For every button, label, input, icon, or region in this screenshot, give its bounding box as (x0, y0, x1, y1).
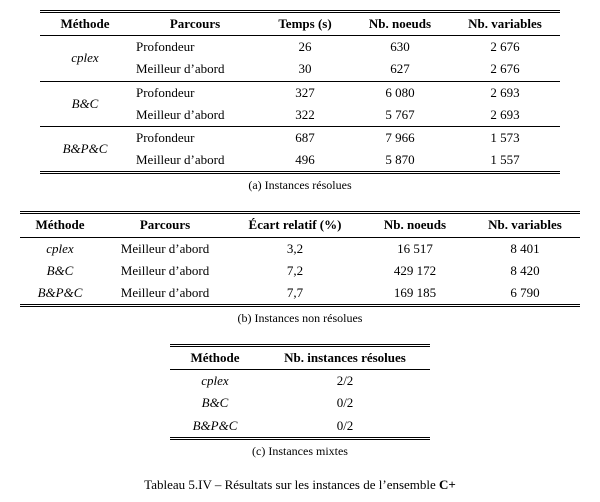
col-header: Méthode (40, 12, 130, 36)
final-caption-text: Tableau 5.IV – Résultats sur les instanc… (144, 477, 439, 492)
method-cell: B&C (170, 392, 260, 414)
col-header: Nb. variables (470, 213, 580, 237)
value-cell: 7,2 (230, 260, 360, 282)
method-cell: cplex (20, 237, 100, 260)
col-header: Nb. variables (450, 12, 560, 36)
method-cell: B&C (20, 260, 100, 282)
value-cell: 429 172 (360, 260, 470, 282)
value-cell: 322 (260, 104, 350, 127)
method-cell: B&P&C (170, 415, 260, 439)
table-row: B&P&C Meilleur d’abord 7,7 169 185 6 790 (20, 282, 580, 306)
table-row: Méthode Parcours Temps (s) Nb. noeuds Nb… (40, 12, 560, 36)
value-cell: 6 790 (470, 282, 580, 306)
parcours-cell: Profondeur (130, 81, 260, 104)
table-mixed: Méthode Nb. instances résolues cplex 2/2… (170, 344, 430, 440)
value-cell: 6 080 (350, 81, 450, 104)
parcours-cell: Meilleur d’abord (130, 58, 260, 81)
col-header: Écart relatif (%) (230, 213, 360, 237)
parcours-cell: Profondeur (130, 126, 260, 149)
value-cell: 7 966 (350, 126, 450, 149)
table-row: cplex 2/2 (170, 370, 430, 393)
value-cell: 0/2 (260, 415, 430, 439)
method-cell: cplex (170, 370, 260, 393)
table-row: B&P&C 0/2 (170, 415, 430, 439)
value-cell: 0/2 (260, 392, 430, 414)
col-header: Méthode (20, 213, 100, 237)
value-cell: 2 676 (450, 36, 560, 59)
table-unresolved: Méthode Parcours Écart relatif (%) Nb. n… (20, 211, 580, 307)
table-row: B&C Profondeur 327 6 080 2 693 (40, 81, 560, 104)
value-cell: 2/2 (260, 370, 430, 393)
col-header: Nb. instances résolues (260, 346, 430, 370)
value-cell: 1 573 (450, 126, 560, 149)
col-header: Temps (s) (260, 12, 350, 36)
parcours-cell: Meilleur d’abord (100, 260, 230, 282)
value-cell: 5 767 (350, 104, 450, 127)
final-caption: Tableau 5.IV – Résultats sur les instanc… (0, 477, 600, 493)
value-cell: 327 (260, 81, 350, 104)
value-cell: 630 (350, 36, 450, 59)
method-cell: cplex (40, 36, 130, 81)
parcours-cell: Meilleur d’abord (100, 237, 230, 260)
caption-c: (c) Instances mixtes (0, 444, 600, 459)
value-cell: 7,7 (230, 282, 360, 306)
col-header: Nb. noeuds (360, 213, 470, 237)
parcours-cell: Meilleur d’abord (130, 104, 260, 127)
value-cell: 169 185 (360, 282, 470, 306)
value-cell: 8 401 (470, 237, 580, 260)
value-cell: 26 (260, 36, 350, 59)
col-header: Nb. noeuds (350, 12, 450, 36)
caption-b: (b) Instances non résolues (0, 311, 600, 326)
table-row: Méthode Nb. instances résolues (170, 346, 430, 370)
value-cell: 2 693 (450, 81, 560, 104)
table-resolved: Méthode Parcours Temps (s) Nb. noeuds Nb… (40, 10, 560, 174)
parcours-cell: Profondeur (130, 36, 260, 59)
value-cell: 16 517 (360, 237, 470, 260)
value-cell: 2 676 (450, 58, 560, 81)
method-cell: B&P&C (40, 126, 130, 172)
caption-a: (a) Instances résolues (0, 178, 600, 193)
col-header: Méthode (170, 346, 260, 370)
table-row: B&P&C Profondeur 687 7 966 1 573 (40, 126, 560, 149)
table-row: cplex Meilleur d’abord 3,2 16 517 8 401 (20, 237, 580, 260)
col-header: Parcours (130, 12, 260, 36)
page: Méthode Parcours Temps (s) Nb. noeuds Nb… (0, 0, 600, 493)
value-cell: 1 557 (450, 149, 560, 173)
value-cell: 496 (260, 149, 350, 173)
value-cell: 8 420 (470, 260, 580, 282)
table-row: Méthode Parcours Écart relatif (%) Nb. n… (20, 213, 580, 237)
parcours-cell: Meilleur d’abord (100, 282, 230, 306)
value-cell: 3,2 (230, 237, 360, 260)
table-row: B&C 0/2 (170, 392, 430, 414)
table-row: cplex Profondeur 26 630 2 676 (40, 36, 560, 59)
value-cell: 687 (260, 126, 350, 149)
table-row: B&C Meilleur d’abord 7,2 429 172 8 420 (20, 260, 580, 282)
col-header: Parcours (100, 213, 230, 237)
method-cell: B&P&C (20, 282, 100, 306)
value-cell: 5 870 (350, 149, 450, 173)
method-cell: B&C (40, 81, 130, 126)
final-caption-bold: C+ (439, 477, 456, 492)
parcours-cell: Meilleur d’abord (130, 149, 260, 173)
value-cell: 2 693 (450, 104, 560, 127)
value-cell: 30 (260, 58, 350, 81)
value-cell: 627 (350, 58, 450, 81)
